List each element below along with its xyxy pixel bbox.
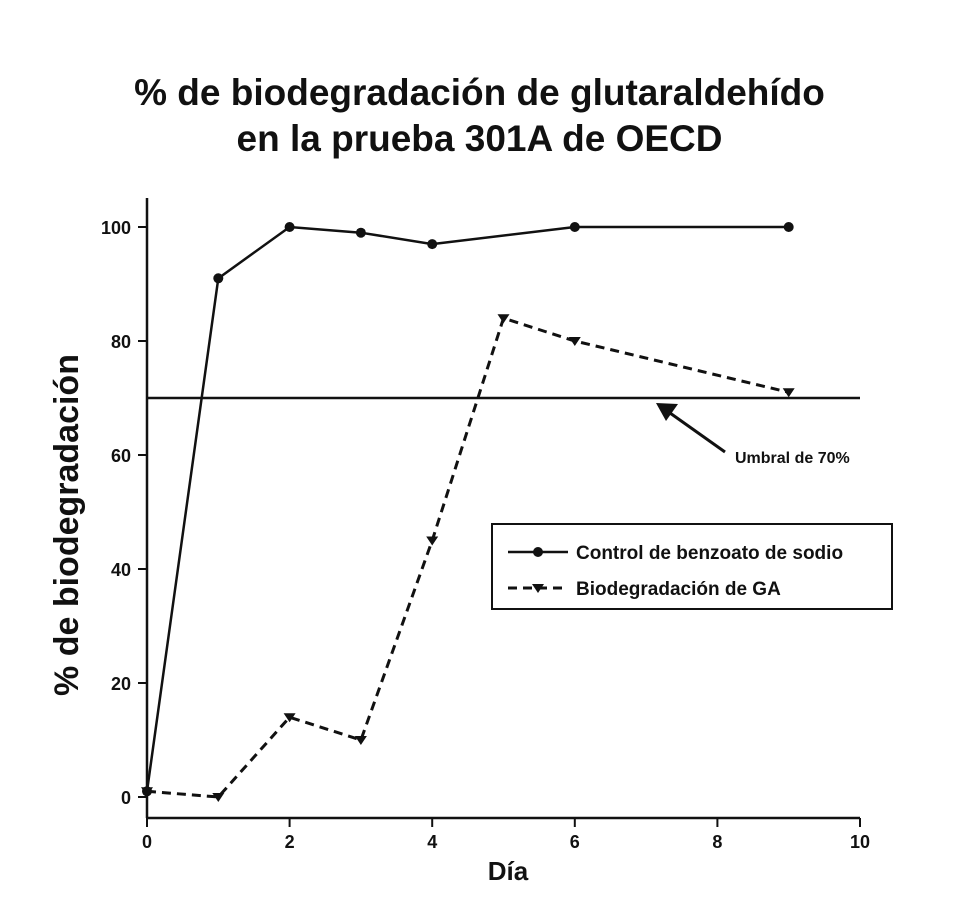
data-point-control	[569, 222, 580, 232]
threshold-label: Umbral de 70%	[735, 450, 850, 467]
legend-label-control: Control de benzoato de sodio	[576, 543, 843, 564]
x-tick-label: 2	[285, 832, 295, 852]
data-point-ga	[568, 337, 581, 346]
data-point-ga	[497, 314, 510, 324]
y-tick-label: 20	[111, 674, 131, 694]
series-line-control	[145, 225, 789, 792]
y-axis-label: % de biodegradación	[48, 354, 86, 696]
chart-title-line-2: en la prueba 301A de OECD	[236, 118, 723, 159]
legend: Control de benzoato de sodio Biodegradac…	[491, 523, 893, 610]
x-tick-label: 8	[712, 832, 722, 852]
data-point-ga	[141, 787, 153, 797]
legend-marker-ga	[532, 584, 544, 593]
data-point-ga	[782, 388, 795, 398]
data-point-ga	[354, 736, 367, 745]
threshold-arrowhead	[656, 403, 678, 421]
y-tick-label: 80	[111, 332, 131, 352]
y-tick-label: 0	[121, 788, 131, 808]
x-tick-label: 10	[850, 832, 870, 852]
x-axis-label: Día	[488, 856, 529, 886]
y-tick-label: 60	[111, 446, 131, 466]
threshold-arrow	[669, 411, 726, 454]
y-tick-label: 100	[101, 218, 131, 238]
data-point-control	[355, 227, 366, 238]
data-point-control	[213, 273, 224, 284]
x-tick-label: 0	[142, 832, 152, 852]
chart-title-line-1: % de biodegradación de glutaraldehído	[134, 72, 825, 113]
x-tick-label: 4	[427, 832, 437, 852]
legend-label-ga: Biodegradación de GA	[576, 579, 781, 600]
legend-marker-control	[533, 547, 543, 557]
legend-box	[491, 523, 893, 610]
chart-title: % de biodegradación de glutaraldehído en…	[0, 70, 959, 162]
data-point-ga	[283, 713, 296, 723]
series-group	[141, 222, 795, 802]
threshold-annotation: Umbral de 70%	[656, 403, 850, 467]
data-point-control	[284, 222, 295, 232]
data-point-ga	[212, 793, 225, 802]
data-point-control	[783, 222, 794, 232]
data-point-control	[427, 239, 438, 250]
data-point-ga	[426, 536, 439, 546]
x-tick-label: 6	[570, 832, 580, 852]
y-tick-label: 40	[111, 560, 131, 580]
